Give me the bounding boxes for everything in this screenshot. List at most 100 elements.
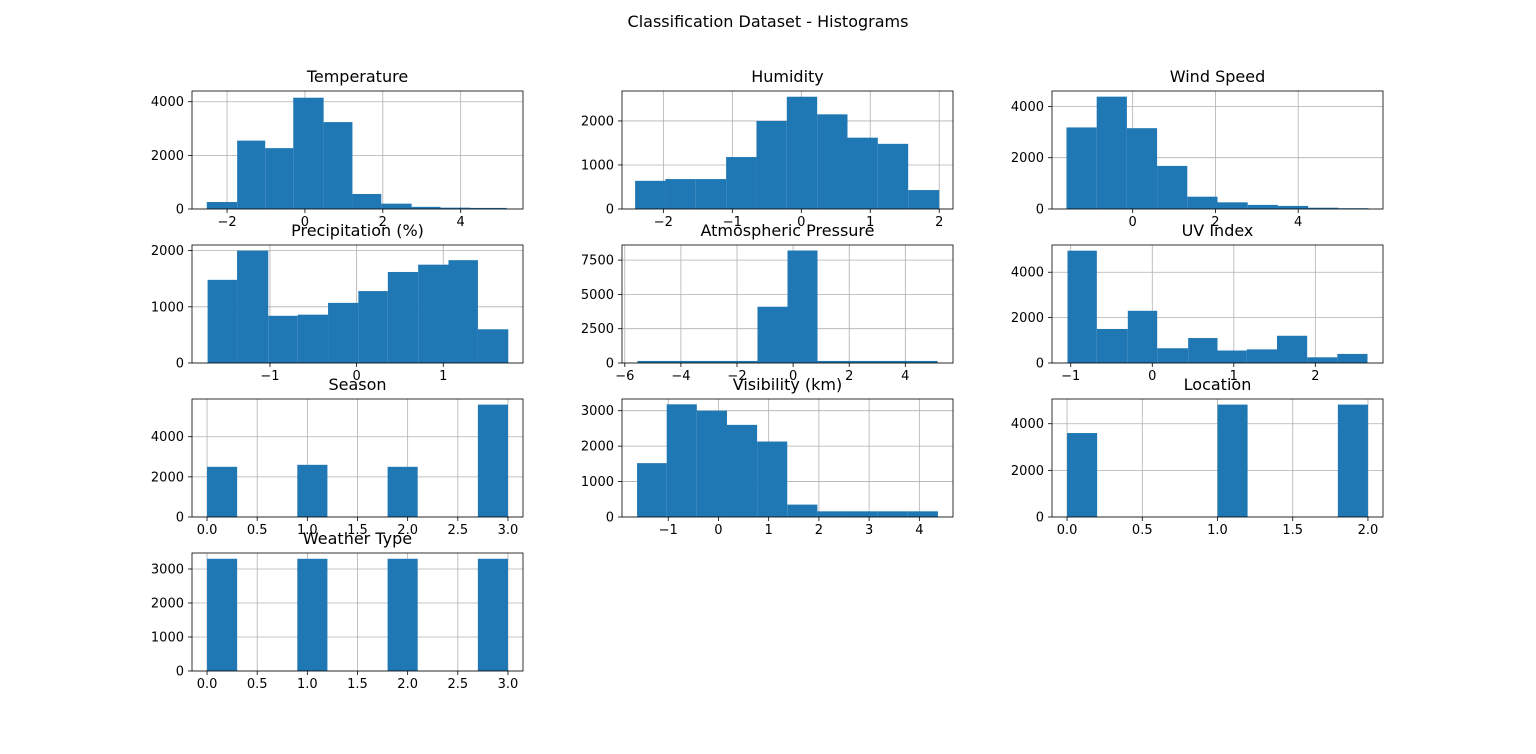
histogram-bar bbox=[1188, 338, 1218, 363]
histogram-bar bbox=[297, 314, 329, 363]
x-tick-label: 4 bbox=[457, 215, 465, 230]
histogram-bar bbox=[1277, 205, 1309, 209]
histogram-bar bbox=[847, 511, 878, 517]
histogram-bar bbox=[1217, 350, 1247, 363]
y-tick-label: 2000 bbox=[1011, 151, 1044, 166]
histogram-bar bbox=[265, 148, 294, 209]
histogram-bar bbox=[847, 137, 878, 209]
subplot-location: 0.0 0.5 1.0 1.5 2.0 0 2000 4000 Location bbox=[1011, 375, 1384, 538]
x-tick-label: 0 bbox=[301, 215, 309, 230]
histogram-bar bbox=[411, 206, 441, 209]
x-tick-label: 4 bbox=[915, 523, 923, 538]
x-tick-label: 2 bbox=[815, 523, 823, 538]
histogram-bar bbox=[1217, 404, 1248, 517]
x-tick-label: 2 bbox=[379, 215, 387, 230]
subplot-title: Season bbox=[328, 375, 386, 394]
x-tick-label: 0 bbox=[352, 369, 360, 384]
x-tick-label: 1.0 bbox=[1207, 523, 1228, 538]
y-tick-label: 2000 bbox=[581, 114, 614, 129]
histogram-bar bbox=[418, 264, 449, 363]
histogram-bar bbox=[207, 558, 238, 671]
y-tick-label: 0 bbox=[176, 357, 184, 372]
y-tick-label: 1000 bbox=[581, 158, 614, 173]
histogram-bar bbox=[387, 558, 418, 671]
histogram-bar bbox=[381, 203, 412, 209]
y-tick-label: 2000 bbox=[1011, 311, 1044, 326]
subplot-wind-speed: 0 2 4 0 2000 4000 Wind Speed bbox=[1011, 67, 1384, 230]
histogram-bar bbox=[695, 179, 727, 209]
subplot-title: Precipitation (%) bbox=[291, 221, 424, 240]
y-tick-label: 0 bbox=[176, 511, 184, 526]
histogram-bar bbox=[696, 410, 727, 517]
y-tick-label: 2000 bbox=[151, 470, 184, 485]
x-tick-label: −4 bbox=[671, 369, 690, 384]
histogram-bar bbox=[237, 250, 269, 363]
subplot-title: Temperature bbox=[306, 67, 408, 86]
y-tick-label: 3000 bbox=[151, 562, 184, 577]
histogram-bar bbox=[877, 360, 908, 363]
x-tick-label: 0 bbox=[789, 369, 797, 384]
axes-frame bbox=[621, 398, 954, 518]
x-tick-label: 2 bbox=[935, 215, 943, 230]
y-tick-label: 0 bbox=[606, 357, 614, 372]
subplot-weather-type: 0.0 0.5 1.0 1.5 2.0 2.5 3.0 0 1000 2000 3000 Weathe… bbox=[151, 529, 524, 692]
x-tick-label: 2.0 bbox=[1358, 523, 1379, 538]
histogram-bar bbox=[387, 466, 418, 517]
histogram-bar bbox=[637, 360, 668, 363]
histogram-bar bbox=[440, 207, 471, 209]
axes-frame bbox=[1051, 90, 1384, 210]
y-tick-label: 0 bbox=[606, 203, 614, 218]
y-tick-label: 0 bbox=[1036, 203, 1044, 218]
y-tick-label: 3000 bbox=[581, 404, 614, 419]
figure-title: Classification Dataset - Histograms bbox=[627, 12, 909, 31]
y-tick-label: 1000 bbox=[151, 630, 184, 645]
histogram-bar bbox=[756, 120, 787, 209]
x-tick-label: 1 bbox=[439, 369, 447, 384]
histogram-bar bbox=[1337, 404, 1368, 517]
y-tick-label: 0 bbox=[606, 511, 614, 526]
x-tick-label: −2 bbox=[727, 369, 746, 384]
y-tick-label: 2000 bbox=[151, 149, 184, 164]
histogram-bar bbox=[1247, 204, 1278, 209]
subplot-temperature: −2 0 2 4 0 2000 4000 Temperature bbox=[151, 67, 524, 230]
histogram-bar bbox=[1308, 207, 1339, 209]
histogram-bar bbox=[1067, 250, 1097, 363]
histogram-bar bbox=[726, 157, 757, 209]
histogram-bar bbox=[697, 360, 728, 363]
x-tick-label: −1 bbox=[1061, 369, 1080, 384]
y-tick-label: 0 bbox=[176, 665, 184, 680]
histogram-bar bbox=[358, 291, 388, 363]
histogram-bar bbox=[847, 360, 878, 363]
y-tick-label: 4000 bbox=[1011, 266, 1044, 281]
histogram-bar bbox=[1126, 128, 1158, 209]
histogram-bar bbox=[206, 202, 238, 209]
subplot-uv-index: −1 0 1 2 0 2000 4000 UV Index bbox=[1011, 221, 1384, 384]
histogram-bar bbox=[877, 511, 908, 517]
x-tick-label: 0.5 bbox=[1132, 523, 1153, 538]
x-tick-label: −1 bbox=[723, 215, 742, 230]
histogram-bar bbox=[787, 250, 818, 363]
x-tick-label: 1.0 bbox=[297, 677, 318, 692]
histogram-bar bbox=[637, 463, 667, 517]
subplot-season: 0.0 0.5 1.0 1.5 2.0 2.5 3.0 0 2000 4000 Season bbox=[151, 375, 524, 538]
y-tick-label: 5000 bbox=[581, 288, 614, 303]
histogram-bar bbox=[477, 329, 509, 363]
x-tick-label: 3 bbox=[865, 523, 873, 538]
histogram-bar bbox=[448, 260, 478, 363]
x-tick-label: 0.0 bbox=[197, 523, 218, 538]
histogram-bar bbox=[477, 558, 508, 671]
histogram-bar bbox=[727, 360, 758, 363]
y-tick-label: 2000 bbox=[581, 440, 614, 455]
x-tick-label: −6 bbox=[615, 369, 634, 384]
y-tick-label: 1000 bbox=[581, 475, 614, 490]
histogram-bar bbox=[757, 306, 788, 363]
x-tick-label: 1.5 bbox=[1282, 523, 1303, 538]
histogram-bar bbox=[786, 96, 818, 209]
histogram-bar bbox=[477, 404, 508, 517]
y-tick-label: 2000 bbox=[151, 244, 184, 259]
histogram-bar bbox=[817, 360, 848, 363]
x-tick-label: 3.0 bbox=[498, 677, 519, 692]
histogram-bar bbox=[268, 315, 298, 363]
histogram-bar bbox=[328, 302, 359, 363]
